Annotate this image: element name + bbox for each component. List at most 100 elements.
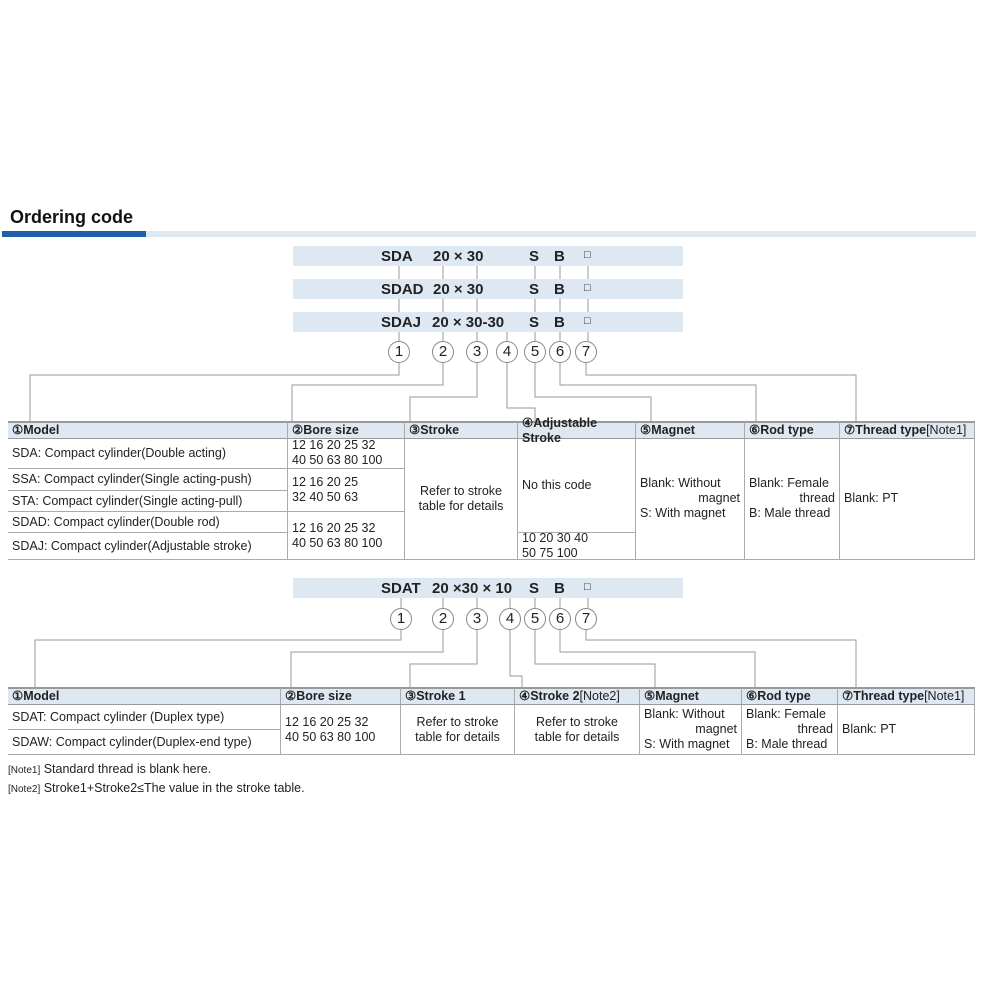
table2-header-6: ⑥Rod type <box>742 687 838 705</box>
code-model: SDA <box>381 248 413 265</box>
cell-line: SDAW: Compact cylinder(Duplex-end type) <box>12 734 252 749</box>
stroke1-cell: Refer to stroke table for details <box>401 705 515 755</box>
table2-header-1: ①Model <box>8 687 281 705</box>
bore-cell: 12 16 20 25 32 40 50 63 80 100 <box>288 438 405 469</box>
position-marker-1: 1 <box>390 608 412 630</box>
table1-header-7: ⑦Thread type [Note1] <box>840 421 975 439</box>
thread-cell: Blank: PT <box>838 705 975 755</box>
position-marker-4: 4 <box>499 608 521 630</box>
model-cell: SDAT: Compact cylinder (Duplex type) <box>8 705 281 730</box>
position-marker-7: 7 <box>575 341 597 363</box>
position-marker-1: 1 <box>388 341 410 363</box>
cell-line: magnet <box>698 491 740 505</box>
code-size: 20 × 30 <box>433 281 484 298</box>
cell-line: 40 50 63 80 100 <box>285 729 376 744</box>
cell-line: No this code <box>522 477 592 492</box>
table1-header-3: ③Stroke <box>405 421 518 439</box>
table1-header-2: ②Bore size <box>288 421 405 439</box>
model-cell: SSA: Compact cylinder(Single acting-push… <box>8 469 288 491</box>
model-cell: STA: Compact cylinder(Single acting-pull… <box>8 491 288 512</box>
header-label: ④Adjustable Stroke <box>522 415 598 445</box>
cell-line: 12 16 20 25 32 <box>292 438 376 452</box>
cell-line: thread <box>799 491 835 505</box>
cell-line: Refer to stroke <box>536 714 618 729</box>
model-cell: SDAW: Compact cylinder(Duplex-end type) <box>8 730 281 755</box>
ordering-code-bar: SDA 20 × 30 S B □ <box>293 246 683 266</box>
note-text: Standard thread is blank here. <box>40 762 212 776</box>
cell-line: 10 20 30 40 <box>522 531 589 545</box>
code-box: □ <box>584 315 591 327</box>
header-note: [Note2] <box>579 689 620 703</box>
magnet-cell: Blank: Without magnet S: With magnet <box>640 705 742 755</box>
header-label: ①Model <box>12 689 60 703</box>
position-marker-2: 2 <box>432 608 454 630</box>
code-s: S <box>529 248 540 265</box>
model-cell: SDAJ: Compact cylinder(Adjustable stroke… <box>8 533 288 560</box>
model-cell: SDA: Compact cylinder(Double acting) <box>8 438 288 469</box>
title-underline-accent <box>2 231 146 237</box>
rod-cell: Blank: Female thread B: Male thread <box>742 705 838 755</box>
cell-line: 12 16 20 25 32 <box>285 714 369 729</box>
cell-line: 12 16 20 25 <box>292 475 359 489</box>
cell-line: B: Male thread <box>749 506 831 520</box>
cell-line: B: Male thread <box>746 737 828 751</box>
header-label: ⑦Thread type <box>842 689 925 703</box>
bore-cell: 12 16 20 25 32 40 50 63 <box>288 469 405 512</box>
cell-line: Refer to stroke <box>416 714 499 729</box>
ordering-code-bar: SDAD 20 × 30 S B □ <box>293 279 683 299</box>
code-s: S <box>529 314 540 331</box>
note-1: [Note1] Standard thread is blank here. <box>8 762 211 776</box>
cell-line: Blank: Without <box>644 707 725 721</box>
position-marker-6: 6 <box>549 341 571 363</box>
cell-line: STA: Compact cylinder(Single acting-pull… <box>12 493 243 508</box>
cell-line: SDA: Compact cylinder(Double acting) <box>12 445 226 460</box>
table1-header-4: ④Adjustable Stroke <box>518 416 636 445</box>
cell-line: 40 50 63 80 100 <box>292 453 383 467</box>
position-marker-4: 4 <box>496 341 518 363</box>
code-model: SDAJ <box>381 314 422 331</box>
position-marker-5: 5 <box>524 608 546 630</box>
code-box: □ <box>584 581 591 593</box>
page-title: Ordering code <box>10 207 134 227</box>
bore-cell: 12 16 20 25 32 40 50 63 80 100 <box>288 512 405 560</box>
bore-cell: 12 16 20 25 32 40 50 63 80 100 <box>281 705 401 755</box>
cell-line: SDAT: Compact cylinder (Duplex type) <box>12 709 225 724</box>
header-label: ②Bore size <box>285 689 352 703</box>
table2-header-2: ②Bore size <box>281 687 401 705</box>
adjustable-cell: No this code <box>518 438 636 533</box>
position-marker-3: 3 <box>466 608 488 630</box>
header-label: ③Stroke 1 <box>405 689 466 703</box>
header-label: ⑦Thread type <box>844 423 927 437</box>
position-marker-3: 3 <box>466 341 488 363</box>
header-label: ①Model <box>12 423 60 437</box>
cell-line: S: With magnet <box>644 737 730 751</box>
note-tag: [Note1] <box>8 765 41 776</box>
cell-line: Blank: Female <box>749 476 829 490</box>
cell-line: magnet <box>695 722 737 736</box>
adjustable-cell: 10 20 30 40 50 75 100 <box>518 531 636 560</box>
header-label: ⑥Rod type <box>749 423 814 437</box>
table2-header-3: ③Stroke 1 <box>401 687 515 705</box>
header-label: ④Stroke 2 <box>519 689 580 703</box>
cell-line: 50 75 100 <box>522 546 578 560</box>
table1-header-6: ⑥Rod type <box>745 421 840 439</box>
position-marker-2: 2 <box>432 341 454 363</box>
code-s: S <box>529 580 540 597</box>
note-tag: [Note2] <box>8 784 41 795</box>
cell-line: 12 16 20 25 32 <box>292 520 376 535</box>
code-box: □ <box>584 249 591 261</box>
header-label: ②Bore size <box>292 423 359 437</box>
cell-line: 40 50 63 80 100 <box>292 535 383 550</box>
code-model: SDAT <box>381 580 421 597</box>
ordering-code-bar: SDAJ 20 × 30-30 S B □ <box>293 312 683 332</box>
code-model: SDAD <box>381 281 424 298</box>
table2-header-5: ⑤Magnet <box>640 687 742 705</box>
model-cell: SDAD: Compact cylinder(Double rod) <box>8 512 288 533</box>
stroke-cell: Refer to stroke table for details <box>405 438 518 560</box>
header-note: [Note1] <box>926 423 967 437</box>
header-label: ⑤Magnet <box>640 423 695 437</box>
magnet-cell: Blank: Without magnet S: With magnet <box>636 438 745 560</box>
code-box: □ <box>584 282 591 294</box>
header-label: ③Stroke <box>409 423 460 437</box>
